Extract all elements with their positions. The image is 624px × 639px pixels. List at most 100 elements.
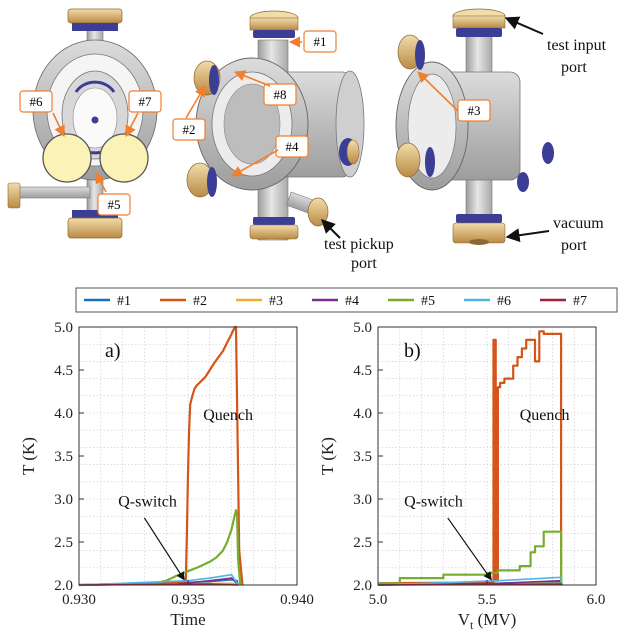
chart-panel-a: 0.930 0.935 0.940 2.0 2.5 3.0 3.5 4.0 4.5 5.0 T (K… xyxy=(19,320,314,629)
y-tick-label: 4.5 xyxy=(54,363,73,379)
tag-box xyxy=(172,118,206,141)
tag-label: #1 xyxy=(314,34,327,49)
y-tick-label: 3.0 xyxy=(353,492,372,508)
tag-label: #3 xyxy=(468,103,481,118)
series-group xyxy=(377,330,563,586)
y-tick-label: 5.0 xyxy=(54,320,73,336)
annotation-q-switch: Q-switch xyxy=(404,494,463,511)
series-line-5 xyxy=(78,509,242,587)
cavity-side-view xyxy=(186,10,365,241)
grid xyxy=(378,327,596,585)
panel-label: a) xyxy=(105,340,121,362)
legend-entry-5: #5 xyxy=(388,294,435,309)
series-line-5 xyxy=(378,530,563,585)
legend-label: #7 xyxy=(573,294,587,309)
series-line-2 xyxy=(78,325,244,587)
tag-2: #2 xyxy=(172,118,206,141)
legend-entry-4: #4 xyxy=(312,294,359,309)
port-callout-arrows xyxy=(321,16,550,243)
legend-entry-1: #1 xyxy=(84,294,131,309)
legend-label: #4 xyxy=(345,294,359,309)
y-tick-label: 2.0 xyxy=(54,578,73,594)
sensor-tags: #1 #2 #3 #4 #5 #6 #7 #8 xyxy=(19,30,491,216)
x-tick-label: 0.940 xyxy=(280,592,314,608)
q-switch-arrow xyxy=(143,517,185,581)
x-tick-label: 6.0 xyxy=(587,592,606,608)
chart-panel-b: 5.0 5.5 6.0 2.0 2.5 3.0 3.5 4.0 4.5 5.0 T (K) Vt (M… xyxy=(318,320,605,632)
x-tick-label: 5.0 xyxy=(369,592,388,608)
tag-3: #3 xyxy=(457,99,491,122)
tag-box xyxy=(128,90,162,113)
x-tick-label: 0.935 xyxy=(171,592,205,608)
tag-box xyxy=(275,135,309,158)
x-tick-label: 0.930 xyxy=(62,592,96,608)
panel-label: b) xyxy=(404,340,421,362)
series-group xyxy=(78,325,244,587)
legend-entry-6: #6 xyxy=(464,294,511,309)
legend-label: #3 xyxy=(269,294,283,309)
annotations: Quench Q-switch xyxy=(404,407,570,581)
legend-label: #1 xyxy=(117,294,131,309)
tag-label: #4 xyxy=(286,139,300,154)
legend: #1 #2 #3 #4 #5 #6 #7 xyxy=(75,287,618,313)
tag-label: #5 xyxy=(108,197,121,212)
series-line-2 xyxy=(377,330,563,585)
y-tick-label: 2.5 xyxy=(353,535,372,551)
y-axis-label: T (K) xyxy=(19,437,38,475)
legend-label: #6 xyxy=(497,294,511,309)
tag-6: #6 xyxy=(19,90,53,113)
tag-7: #7 xyxy=(128,90,162,113)
tag-label: #7 xyxy=(139,94,153,109)
x-axis-label-unit: (MV) xyxy=(473,610,516,629)
callout-vacuum-line2: port xyxy=(561,237,587,254)
legend-entry-2: #2 xyxy=(160,294,207,309)
legend-entry-7: #7 xyxy=(540,294,587,309)
callout-test-input-line1: test input xyxy=(547,37,607,54)
y-tick-label: 4.5 xyxy=(353,363,372,379)
tag-5: #5 xyxy=(97,193,131,216)
y-tick-label: 3.5 xyxy=(54,449,73,465)
tag-label: #8 xyxy=(274,87,287,102)
y-tick-label: 3.0 xyxy=(54,492,73,508)
tick-labels: 5.0 5.5 6.0 2.0 2.5 3.0 3.5 4.0 4.5 5.0 xyxy=(353,320,605,608)
cavity-rear-view xyxy=(395,8,554,245)
legend-label: #5 xyxy=(421,294,435,309)
tick-labels: 0.930 0.935 0.940 2.0 2.5 3.0 3.5 4.0 4.5 5.0 xyxy=(54,320,314,608)
y-tick-label: 4.0 xyxy=(54,406,73,422)
annotations: Quench Q-switch xyxy=(118,407,253,581)
cavity-front-view xyxy=(7,8,158,239)
grid xyxy=(79,327,297,585)
x-axis-label: Vt (MV) xyxy=(458,610,517,632)
tag-1: #1 xyxy=(303,30,337,53)
series-line-6 xyxy=(78,573,239,586)
callout-test-input-line2: port xyxy=(561,59,587,76)
tag-label: #6 xyxy=(30,94,44,109)
y-tick-label: 2.5 xyxy=(54,535,73,551)
y-tick-label: 2.0 xyxy=(353,578,372,594)
q-switch-arrow xyxy=(447,517,492,581)
x-axis-label: Time xyxy=(170,610,205,629)
legend-entry-3: #3 xyxy=(236,294,283,309)
tag-arrows xyxy=(52,36,459,193)
y-axis-label: T (K) xyxy=(318,437,337,475)
tag-4: #4 xyxy=(275,135,309,158)
y-tick-label: 4.0 xyxy=(353,406,372,422)
callout-test-pickup-line2: port xyxy=(351,255,377,272)
annotation-quench: Quench xyxy=(203,407,253,424)
tag-box xyxy=(19,90,53,113)
tag-box xyxy=(97,193,131,216)
tag-label: #2 xyxy=(183,122,196,137)
annotation-quench: Quench xyxy=(520,407,570,424)
annotation-q-switch: Q-switch xyxy=(118,494,177,511)
series-line-6 xyxy=(377,576,563,586)
callout-test-pickup-line1: test pickup xyxy=(324,236,394,253)
x-axis-label-main: V xyxy=(458,610,471,629)
y-tick-label: 3.5 xyxy=(353,449,372,465)
tag-8: #8 xyxy=(263,83,297,106)
x-tick-label: 5.5 xyxy=(478,592,497,608)
legend-label: #2 xyxy=(193,294,207,309)
tag-box xyxy=(263,83,297,106)
legend-items: #1 #2 #3 #4 #5 #6 #7 xyxy=(84,294,587,309)
port-callouts: test input port test pickup port vacuum … xyxy=(324,37,607,272)
